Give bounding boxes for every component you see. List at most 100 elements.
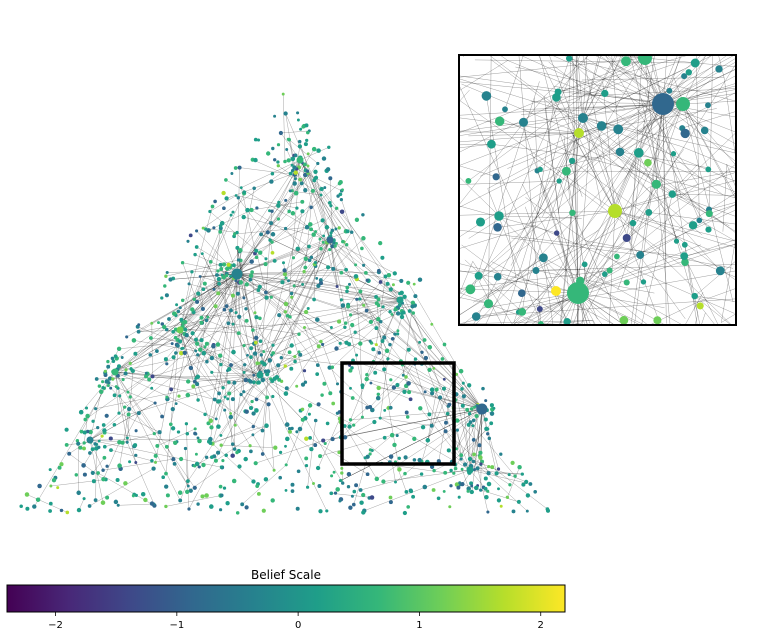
- network-node: [377, 350, 382, 355]
- network-node: [402, 389, 407, 394]
- network-node: [125, 436, 129, 440]
- network-node: [283, 159, 287, 164]
- network-node: [388, 495, 393, 500]
- network-node: [186, 484, 190, 488]
- network-node: [183, 319, 188, 325]
- network-node: [434, 387, 439, 392]
- network-node: [289, 366, 294, 371]
- network-node: [102, 444, 107, 449]
- inset-node: [561, 166, 571, 176]
- network-node: [176, 309, 181, 314]
- network-node: [118, 394, 122, 398]
- network-node: [427, 367, 432, 373]
- network-node: [374, 301, 379, 306]
- network-node: [251, 479, 256, 484]
- network-node: [436, 496, 441, 501]
- network-node: [299, 181, 304, 186]
- network-node: [51, 478, 57, 483]
- network-node: [269, 221, 274, 226]
- inset-node: [621, 56, 631, 67]
- inset-node: [696, 217, 703, 224]
- network-node: [401, 373, 405, 377]
- network-node: [454, 482, 460, 487]
- network-node: [348, 505, 353, 510]
- network-node: [229, 274, 233, 278]
- network-node: [365, 405, 370, 410]
- network-node: [241, 214, 246, 220]
- network-hub-node: [396, 296, 404, 304]
- network-node: [192, 485, 197, 490]
- network-node: [348, 368, 353, 373]
- network-node: [222, 206, 226, 211]
- network-node: [289, 291, 294, 296]
- network-node: [272, 376, 277, 381]
- network-node: [109, 386, 113, 390]
- network-node: [479, 462, 483, 466]
- network-node: [242, 363, 247, 367]
- network-node: [167, 317, 171, 321]
- network-node: [243, 377, 249, 383]
- network-node: [533, 490, 537, 494]
- network-node: [230, 293, 235, 298]
- network-node: [330, 244, 335, 249]
- inset-network-edges: [459, 55, 736, 325]
- network-node: [112, 423, 117, 427]
- network-node: [205, 359, 209, 364]
- network-node: [277, 313, 282, 318]
- network-node: [231, 322, 235, 326]
- network-node: [193, 431, 197, 436]
- network-node: [221, 386, 225, 390]
- network-node: [221, 459, 225, 463]
- network-node: [165, 362, 169, 366]
- main-network-nodes: [19, 92, 551, 516]
- network-node: [429, 464, 435, 470]
- inset-node: [465, 284, 476, 295]
- network-node: [481, 386, 485, 391]
- network-node: [277, 200, 281, 205]
- inset-node: [471, 312, 481, 321]
- network-node: [269, 179, 274, 184]
- network-node: [208, 259, 213, 264]
- network-node: [290, 426, 294, 431]
- network-node: [249, 259, 254, 264]
- network-node: [489, 421, 494, 426]
- inset-node: [606, 267, 613, 274]
- network-node: [76, 490, 81, 496]
- network-node: [284, 386, 289, 391]
- network-node: [287, 350, 292, 355]
- network-node: [123, 371, 128, 376]
- network-node: [219, 493, 224, 498]
- inset-hub-node: [608, 204, 622, 218]
- network-node: [254, 248, 259, 253]
- network-node: [192, 297, 197, 302]
- network-node: [48, 468, 52, 472]
- network-node: [242, 296, 246, 300]
- network-node: [351, 502, 356, 507]
- inset-node: [487, 139, 496, 149]
- network-node: [57, 465, 62, 470]
- network-node: [298, 177, 303, 182]
- network-node: [436, 459, 441, 464]
- network-node: [243, 456, 248, 462]
- inset-node: [622, 234, 631, 242]
- network-node: [198, 275, 202, 278]
- network-node: [406, 381, 411, 386]
- inset-node: [536, 306, 543, 312]
- network-node: [418, 340, 422, 344]
- network-node: [318, 454, 323, 459]
- network-node: [449, 468, 453, 473]
- network-node: [252, 380, 256, 385]
- network-node: [160, 322, 165, 326]
- network-node: [215, 273, 219, 277]
- network-node: [184, 333, 189, 338]
- network-node: [427, 344, 433, 350]
- network-node: [412, 436, 417, 441]
- inset-node: [518, 117, 529, 127]
- network-node: [391, 385, 397, 390]
- network-node: [321, 156, 327, 161]
- inset-node: [673, 238, 680, 244]
- network-node: [260, 377, 266, 383]
- network-node: [147, 377, 152, 382]
- network-node: [117, 439, 122, 445]
- network-node: [102, 428, 107, 433]
